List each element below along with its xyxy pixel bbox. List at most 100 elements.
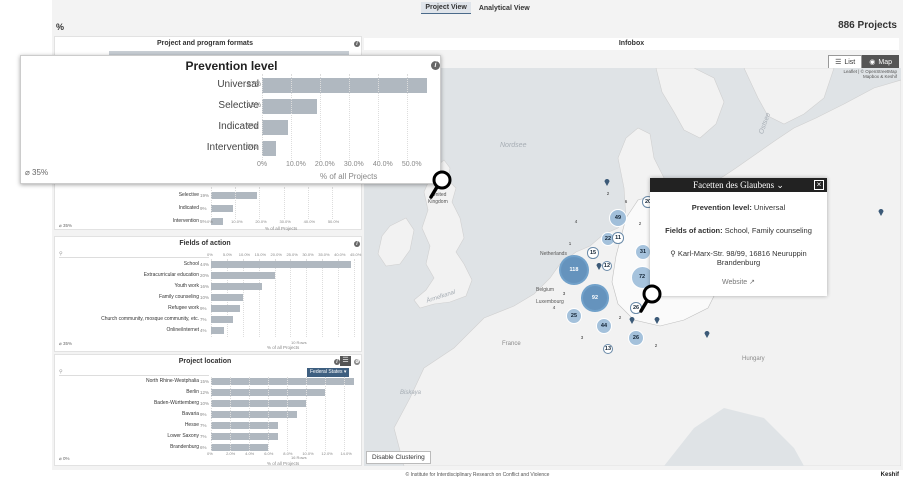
map-cluster[interactable]: 2 xyxy=(654,343,658,349)
settings-icon[interactable]: ⚙ xyxy=(354,359,360,365)
map-cluster[interactable]: 49 xyxy=(608,208,628,228)
bar-row[interactable]: Youth work 16% xyxy=(55,283,354,290)
info-icon[interactable]: i xyxy=(334,359,340,365)
bar-row[interactable]: Indicated 9% xyxy=(55,205,356,212)
popup-website-link[interactable]: Website ↗ xyxy=(650,278,827,286)
map-pin-icon[interactable] xyxy=(704,330,710,338)
bar-row[interactable]: Hesse 7% xyxy=(55,422,354,429)
map-cluster[interactable]: 13 xyxy=(602,343,614,355)
bar-fill[interactable] xyxy=(211,444,269,451)
prevention-row-bar[interactable] xyxy=(262,141,277,156)
project-view-tab[interactable]: Project View xyxy=(421,2,471,14)
federal-states-dropdown[interactable]: Federal States ▾ xyxy=(307,368,350,377)
bar-fill[interactable] xyxy=(211,305,240,312)
prevention-row-bar[interactable] xyxy=(262,120,289,135)
map-cluster[interactable]: 4 xyxy=(552,305,556,311)
info-icon[interactable]: i xyxy=(431,61,440,70)
map-pin-icon[interactable] xyxy=(629,316,635,324)
map-cluster[interactable]: 44 xyxy=(595,317,613,335)
prevention-row[interactable]: Indicated 9% xyxy=(21,120,442,135)
bar-row[interactable]: Church community, mosque community, etc.… xyxy=(55,316,354,323)
bar-fill[interactable] xyxy=(211,327,224,334)
hungary-label: Hungary xyxy=(742,356,765,362)
map-toggle-button[interactable]: ◉ Map xyxy=(862,55,899,69)
bar-fill[interactable] xyxy=(211,294,243,301)
bar-row[interactable]: Berlin 12% xyxy=(55,389,354,396)
list-toggle-button[interactable]: ☰ List xyxy=(828,55,863,69)
bar-row[interactable]: Brandenburg 6% xyxy=(55,444,354,451)
fields-search-input[interactable]: ⚲ xyxy=(59,251,209,258)
bar-fill[interactable] xyxy=(211,433,278,440)
bar-row[interactable]: Bavaria 9% xyxy=(55,411,354,418)
map-pin-icon[interactable] xyxy=(604,178,610,186)
bar-fill[interactable] xyxy=(211,378,354,385)
info-icon[interactable]: i xyxy=(354,241,360,247)
map-cluster[interactable]: 15 xyxy=(587,247,599,259)
map-pin-icon[interactable] xyxy=(654,316,660,324)
map-pin-icon[interactable] xyxy=(878,208,884,216)
percent-toggle-icon[interactable]: % xyxy=(56,22,65,32)
prevention-row[interactable]: Intervention 5% xyxy=(21,141,442,156)
bar-row[interactable]: Intervention 5% xyxy=(55,218,356,225)
map-cluster[interactable]: 26 xyxy=(627,329,645,347)
bar-label: Bavaria xyxy=(182,411,199,417)
gridline xyxy=(344,377,346,451)
bar-fill[interactable] xyxy=(211,205,233,212)
analytical-view-tab[interactable]: Analytical View xyxy=(478,4,530,12)
prevention-row-bar[interactable] xyxy=(262,78,428,93)
bar-fill[interactable] xyxy=(211,400,307,407)
bar-row[interactable]: Family counseling 10% xyxy=(55,294,354,301)
location-more-rows[interactable]: 16 Rows xyxy=(291,455,307,460)
bar-fill[interactable] xyxy=(211,283,262,290)
prevention-row[interactable]: Universal 57% xyxy=(21,78,442,93)
prevention-row-label: Intervention xyxy=(206,142,259,153)
bar-fill[interactable] xyxy=(211,411,297,418)
map-pin-icon[interactable] xyxy=(596,262,602,270)
prevention-row-label: Universal xyxy=(217,79,259,90)
bar-fill[interactable] xyxy=(211,192,257,199)
fields-more-rows[interactable]: 10 Rows xyxy=(291,340,307,345)
biscay-label: Biskaya xyxy=(400,390,422,396)
map-cluster[interactable]: 118 xyxy=(559,255,589,285)
bar-row[interactable]: Baden-Württemberg 10% xyxy=(55,400,354,407)
map-cluster[interactable]: 31 xyxy=(634,243,652,261)
map-attribution[interactable]: Leaflet | © OpenStreetMap Mapbox & Keshi… xyxy=(843,69,897,79)
list-view-icon[interactable]: ☰ xyxy=(340,356,351,366)
bar-fill[interactable] xyxy=(211,316,234,323)
bar-row[interactable]: Lower Saxony 7% xyxy=(55,433,354,440)
bar-fill[interactable] xyxy=(211,422,278,429)
close-icon[interactable]: × xyxy=(814,180,824,190)
prevention-row-bar[interactable] xyxy=(262,99,318,114)
map-cluster[interactable]: 1 xyxy=(568,241,572,247)
bar-row[interactable]: North Rhine-Westphalia 15% xyxy=(55,378,354,385)
info-icon[interactable]: i xyxy=(354,41,360,47)
map-cluster[interactable]: 3 xyxy=(580,335,584,341)
bar-fill[interactable] xyxy=(211,261,351,268)
map-cluster[interactable]: 92 xyxy=(581,284,609,312)
map-cluster[interactable]: 11 xyxy=(612,232,624,244)
bar-row[interactable]: Refugee work 9% xyxy=(55,305,354,312)
map-cluster[interactable]: 3 xyxy=(562,291,566,297)
map-cluster[interactable]: 12 xyxy=(601,260,613,272)
map-cluster[interactable]: 2 xyxy=(638,221,642,227)
map-cluster[interactable]: 22 xyxy=(601,232,615,246)
bar-fill[interactable] xyxy=(211,218,224,225)
chevron-down-icon[interactable]: ⌄ xyxy=(774,180,784,190)
axis-tick-label: 5.0% xyxy=(222,252,232,257)
bar-fill[interactable] xyxy=(211,272,275,279)
bar-row[interactable]: Online/internet 4% xyxy=(55,327,354,334)
map-cluster[interactable]: 2 xyxy=(618,315,622,321)
bar-row[interactable]: School 44% xyxy=(55,261,354,268)
map-cluster[interactable]: 2 xyxy=(606,191,610,197)
popup-title: Facetten des Glaubens xyxy=(693,180,775,190)
prevention-level-null-note: ⌀ 35% xyxy=(25,168,49,177)
disable-clustering-button[interactable]: Disable Clustering xyxy=(366,451,431,464)
bar-row[interactable]: Extracurricular education 20% xyxy=(55,272,354,279)
map-cluster[interactable]: 6 xyxy=(624,199,628,205)
prevention-row[interactable]: Selective 19% xyxy=(21,99,442,114)
magnifier-icon xyxy=(429,170,452,199)
location-search-input[interactable]: ⚲ xyxy=(59,369,209,376)
map-cluster[interactable]: 25 xyxy=(565,307,583,325)
map-cluster[interactable]: 4 xyxy=(574,219,578,225)
bar-row[interactable]: Selective 19% xyxy=(55,192,356,199)
